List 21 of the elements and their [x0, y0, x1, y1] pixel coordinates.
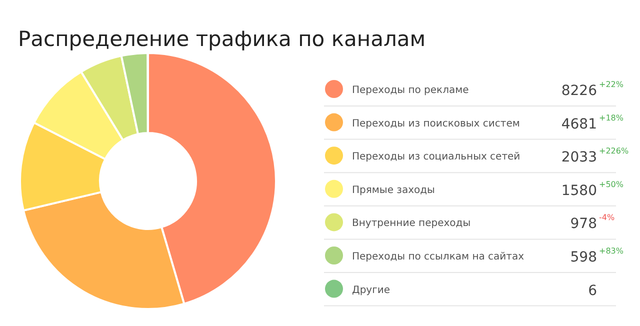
text: +83% — [599, 246, 624, 256]
chart-title: Распределение трафика по каналам — [18, 27, 426, 51]
legend-label: Прямые заходы — [352, 184, 436, 196]
legend-label: Переходы из поисковых систем — [352, 118, 520, 130]
data-label: 1580 — [561, 182, 597, 199]
data-label: 978 — [570, 216, 597, 232]
legend-label: Переходы по ссылкам на сайтах — [352, 252, 524, 262]
data-label: 598 — [570, 250, 597, 266]
data-label: 2033 — [561, 150, 597, 166]
text: +22% — [599, 80, 624, 89]
legend-label: Другие — [352, 284, 390, 296]
legend-label: Переходы из социальных сетей — [352, 152, 520, 163]
data-label: 4681 — [561, 116, 597, 132]
text: +226% — [599, 146, 629, 156]
data-label: 8226 — [561, 83, 598, 99]
text: -4% — [599, 213, 615, 222]
legend-label: Переходы по рекламе — [352, 85, 469, 96]
legend-label: Внутренние переходы — [352, 218, 471, 230]
text: +50% — [599, 180, 624, 189]
text: +18% — [599, 113, 624, 122]
data-label: 6 — [588, 282, 598, 299]
